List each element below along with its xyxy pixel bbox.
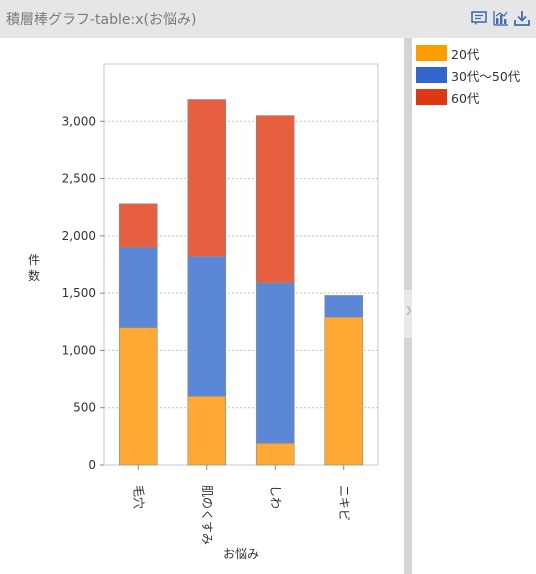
bar-segment — [187, 256, 227, 397]
x-tick-label: 毛穴 — [131, 485, 146, 509]
y-tick-label: 1,500 — [62, 286, 96, 300]
legend-item[interactable]: 20代 — [416, 42, 520, 64]
legend-label: 20代 — [451, 46, 480, 62]
legend-swatch — [416, 67, 447, 83]
legend-item[interactable]: 60代 — [416, 86, 520, 108]
bar-segment — [118, 327, 158, 466]
chart-title: 積層棒グラフ-table:x(お悩み) — [6, 12, 197, 28]
title-bar: 積層棒グラフ-table:x(お悩み) — [0, 0, 536, 38]
chart-icon[interactable] — [492, 9, 510, 27]
bar-segment — [187, 395, 227, 466]
chevron-right-icon: ❯ — [405, 306, 413, 316]
legend-swatch — [416, 89, 447, 105]
y-axis-label: 件数 — [28, 253, 40, 283]
bar-segment — [187, 99, 227, 257]
download-icon[interactable] — [513, 9, 531, 27]
bar-segment — [118, 247, 158, 328]
bar-segment — [324, 295, 364, 318]
legend-label: 30代〜50代 — [451, 68, 521, 84]
bar-segment — [255, 115, 295, 284]
bar-segment — [255, 442, 295, 466]
y-tick-label: 2,500 — [62, 172, 96, 186]
bar-segment — [324, 316, 364, 466]
y-tick-label: 1,000 — [62, 343, 96, 357]
x-tick-label: 肌のくすみ — [200, 485, 214, 545]
bar-segment — [255, 282, 295, 444]
y-tick-label: 0 — [88, 458, 96, 472]
y-tick-label: 500 — [73, 401, 96, 415]
legend-item[interactable]: 30代〜50代 — [416, 64, 520, 86]
collapse-handle[interactable]: ❯ — [404, 290, 413, 338]
legend-label: 60代 — [451, 90, 480, 106]
legend-swatch — [416, 45, 447, 61]
legend: 20代 30代〜50代 60代 — [416, 42, 520, 108]
x-tick-label: ニキビ — [337, 485, 351, 521]
y-tick-label: 3,000 — [62, 114, 96, 128]
bar-segment — [118, 203, 158, 248]
stacked-bar-chart: 0 500 1,000 1,500 2,000 2,500 3,000 毛穴 肌のくすみ しわ ニキ… — [28, 63, 379, 561]
x-axis-label: お悩み — [223, 547, 259, 561]
comment-icon[interactable] — [470, 9, 488, 27]
y-tick-label: 2,000 — [62, 229, 96, 243]
x-tick-label: しわ — [268, 485, 282, 509]
